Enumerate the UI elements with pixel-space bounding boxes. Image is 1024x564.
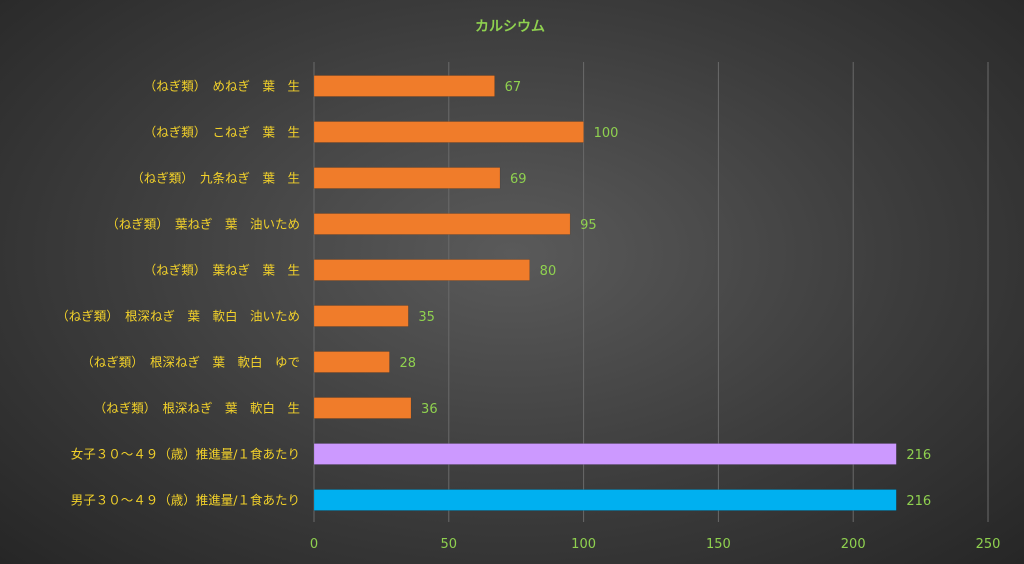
- category-label: （ねぎ類） 根深ねぎ 葉 軟白 油いため: [56, 309, 300, 324]
- data-label: 35: [418, 310, 435, 325]
- bars: [313, 75, 897, 511]
- data-label: 67: [505, 80, 522, 95]
- category-label: （ねぎ類） めねぎ 葉 生: [144, 79, 300, 94]
- data-label: 100: [594, 126, 619, 141]
- category-label: （ねぎ類） 葉ねぎ 葉 生: [144, 263, 300, 278]
- bar: [313, 489, 897, 511]
- data-label: 216: [906, 448, 931, 463]
- bar: [313, 167, 501, 189]
- category-label: 女子３０～４９（歳）推進量/１食あたり: [71, 447, 300, 462]
- data-label: 216: [906, 494, 931, 509]
- bar: [313, 259, 530, 281]
- bar: [313, 397, 412, 419]
- bar: [313, 305, 409, 327]
- category-label: （ねぎ類） 九条ねぎ 葉 生: [131, 171, 300, 186]
- category-label: （ねぎ類） こねぎ 葉 生: [144, 125, 300, 140]
- data-label: 36: [421, 402, 438, 417]
- bar: [313, 443, 897, 465]
- chart-title: カルシウム: [475, 19, 545, 35]
- category-label: 男子３０～４９（歳）推進量/１食あたり: [71, 493, 300, 508]
- x-tick-label: 0: [310, 537, 318, 552]
- x-axis-ticks: 0 50 100 150 200 250: [310, 537, 1001, 552]
- bar: [313, 351, 390, 373]
- bar: [313, 75, 495, 97]
- category-label: （ねぎ類） 根深ねぎ 葉 軟白 ゆで: [81, 355, 300, 370]
- category-label: （ねぎ類） 葉ねぎ 葉 油いため: [106, 217, 300, 232]
- x-tick-label: 200: [841, 537, 866, 552]
- data-label: 95: [580, 218, 597, 233]
- x-tick-label: 150: [706, 537, 731, 552]
- category-labels: （ねぎ類） めねぎ 葉 生 （ねぎ類） こねぎ 葉 生 （ねぎ類） 九条ねぎ 葉 生…: [56, 79, 300, 508]
- data-label: 28: [399, 356, 416, 371]
- bar: [313, 121, 584, 143]
- x-tick-label: 100: [571, 537, 596, 552]
- data-label: 69: [510, 172, 527, 187]
- category-label: （ねぎ類） 根深ねぎ 葉 軟白 生: [94, 401, 300, 416]
- data-labels: 67 100 69 95 80 35 28 36 216 216: [399, 80, 931, 509]
- x-tick-label: 50: [441, 537, 458, 552]
- data-label: 80: [540, 264, 557, 279]
- bar: [313, 213, 571, 235]
- x-tick-label: 250: [976, 537, 1001, 552]
